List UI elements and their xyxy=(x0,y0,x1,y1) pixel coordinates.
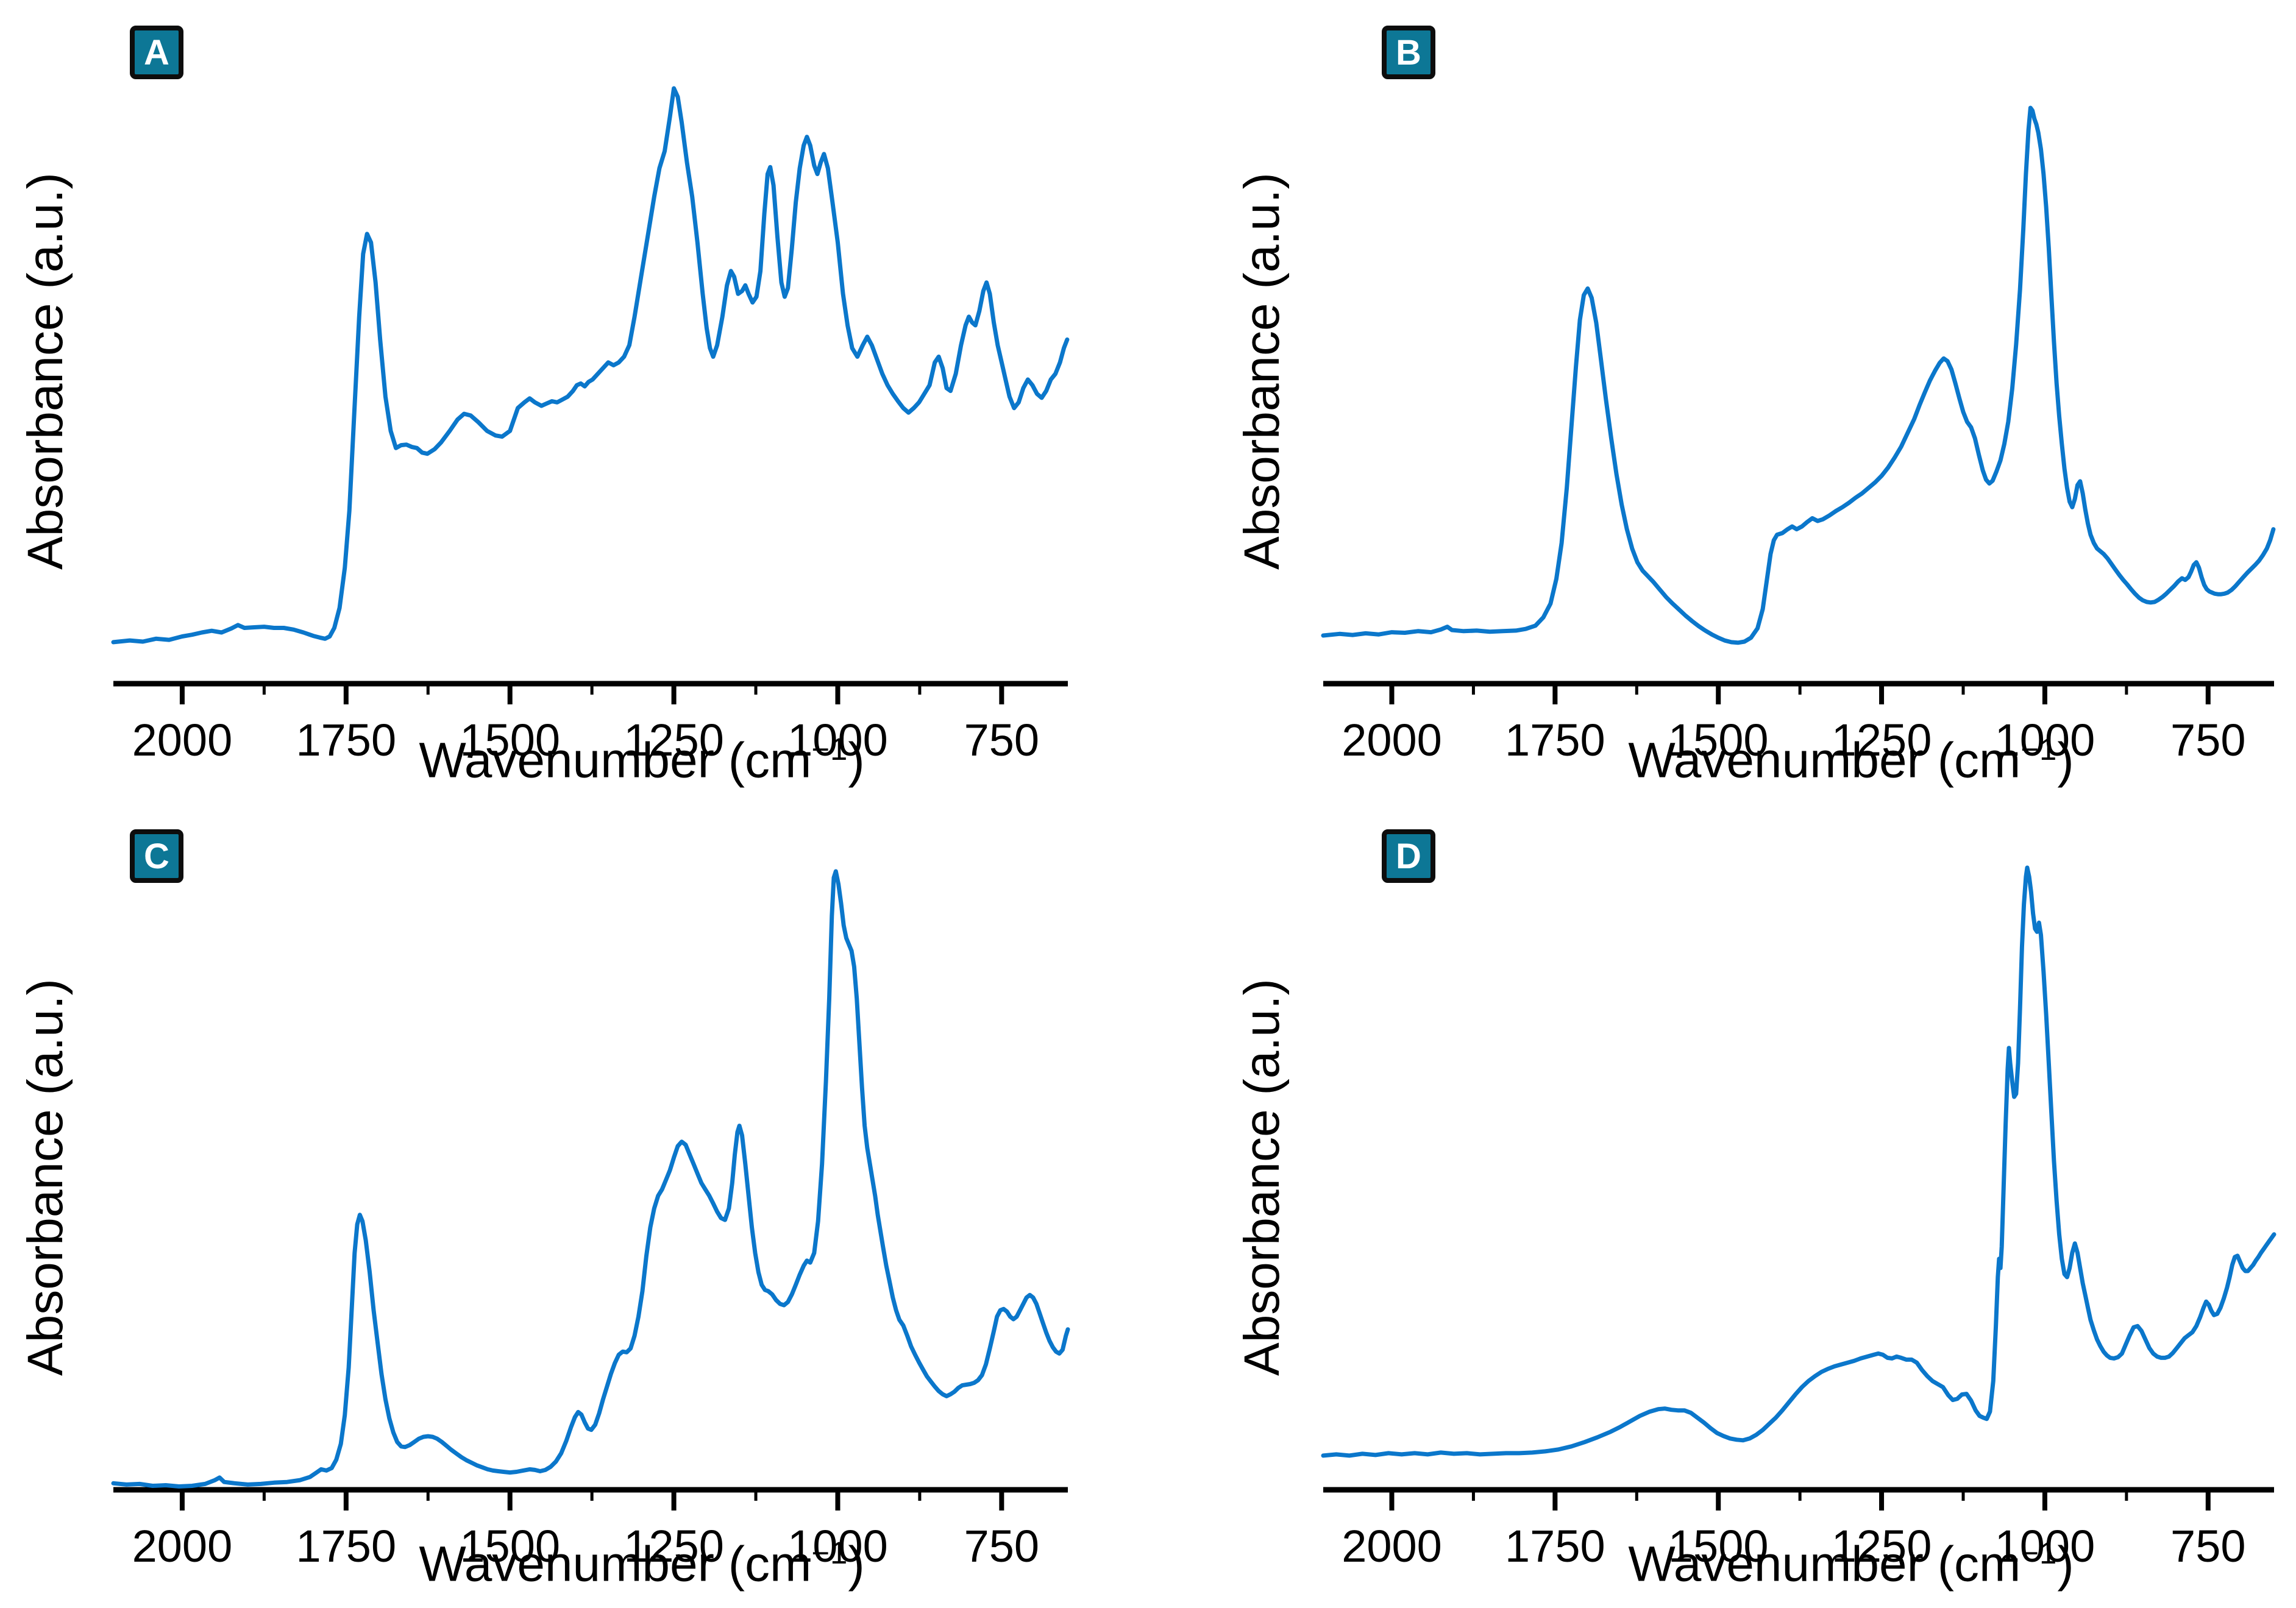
y-axis-label: Absorbance (a.u.) xyxy=(18,172,73,570)
svg-text:750: 750 xyxy=(964,1521,1039,1571)
superscript-minus-one: −1 xyxy=(2021,1535,2058,1570)
superscript-minus-one: −1 xyxy=(811,1535,848,1570)
panel-badge-c: C xyxy=(130,829,183,883)
panel-letter: B xyxy=(1396,32,1421,73)
svg-text:1750: 1750 xyxy=(1505,1521,1605,1571)
svg-text:1250: 1250 xyxy=(624,1521,724,1571)
panel-badge-b: B xyxy=(1382,26,1435,79)
svg-text:2000: 2000 xyxy=(132,1521,233,1571)
panel-d: 2000 1750 1500 1250 1000 750 D Absorbance (a.… xyxy=(1148,804,2296,1608)
y-axis-label: Absorbance (a.u.) xyxy=(1234,172,1290,570)
svg-text:1500: 1500 xyxy=(460,1521,560,1571)
svg-text:1500: 1500 xyxy=(1668,715,1769,765)
panel-a: 2000 1750 1500 1250 1000 750 A Absorbance (a.… xyxy=(0,0,1148,804)
svg-text:750: 750 xyxy=(2170,1521,2245,1571)
x-axis-label: Wavenumber (cm−1) xyxy=(1628,732,2074,788)
y-axis-label: Absorbance (a.u.) xyxy=(18,979,73,1376)
svg-text:2000: 2000 xyxy=(1342,715,1442,765)
spectrum-plot-b: 2000 1750 1500 1250 1000 750 xyxy=(1321,105,2276,765)
panel-c: 2000 1750 1500 1250 1000 750 C Absorbance (a.… xyxy=(0,804,1148,1608)
svg-text:750: 750 xyxy=(2170,715,2245,765)
panel-letter: D xyxy=(1396,836,1421,876)
panel-letter: A xyxy=(144,32,169,73)
spectrum-plot-a: 2000 1750 1500 1250 1000 750 xyxy=(111,86,1070,765)
svg-text:2000: 2000 xyxy=(132,715,233,765)
panel-badge-d: D xyxy=(1382,829,1435,883)
svg-text:1750: 1750 xyxy=(1505,715,1605,765)
svg-text:1250: 1250 xyxy=(1832,715,1932,765)
panel-badge-a: A xyxy=(130,26,183,79)
panel-letter: C xyxy=(144,836,169,876)
y-axis-label: Absorbance (a.u.) xyxy=(1234,979,1290,1376)
superscript-minus-one: −1 xyxy=(811,732,848,767)
svg-text:1000: 1000 xyxy=(1995,715,2095,765)
x-axis-label: Wavenumber (cm−1) xyxy=(1628,1535,2074,1592)
svg-text:1750: 1750 xyxy=(296,715,397,765)
svg-text:1000: 1000 xyxy=(787,1521,888,1571)
x-axis-label: Wavenumber (cm−1) xyxy=(419,1535,865,1592)
svg-text:1750: 1750 xyxy=(296,1521,397,1571)
svg-text:1500: 1500 xyxy=(1668,1521,1769,1571)
spectrum-plot-d: 2000 1750 1500 1250 1000 750 xyxy=(1321,865,2276,1571)
svg-text:2000: 2000 xyxy=(1342,1521,1442,1571)
svg-text:750: 750 xyxy=(964,715,1039,765)
svg-text:1250: 1250 xyxy=(624,715,724,765)
svg-text:1500: 1500 xyxy=(460,715,560,765)
spectrum-plot-c: 2000 1750 1500 1250 1000 750 xyxy=(111,869,1070,1571)
svg-text:1250: 1250 xyxy=(1832,1521,1932,1571)
x-axis-label: Wavenumber (cm−1) xyxy=(419,732,865,788)
svg-text:1000: 1000 xyxy=(787,715,888,765)
svg-text:1000: 1000 xyxy=(1995,1521,2095,1571)
superscript-minus-one: −1 xyxy=(2021,732,2058,767)
panel-b: 2000 1750 1500 1250 1000 750 B Absorbance (a.… xyxy=(1148,0,2296,804)
